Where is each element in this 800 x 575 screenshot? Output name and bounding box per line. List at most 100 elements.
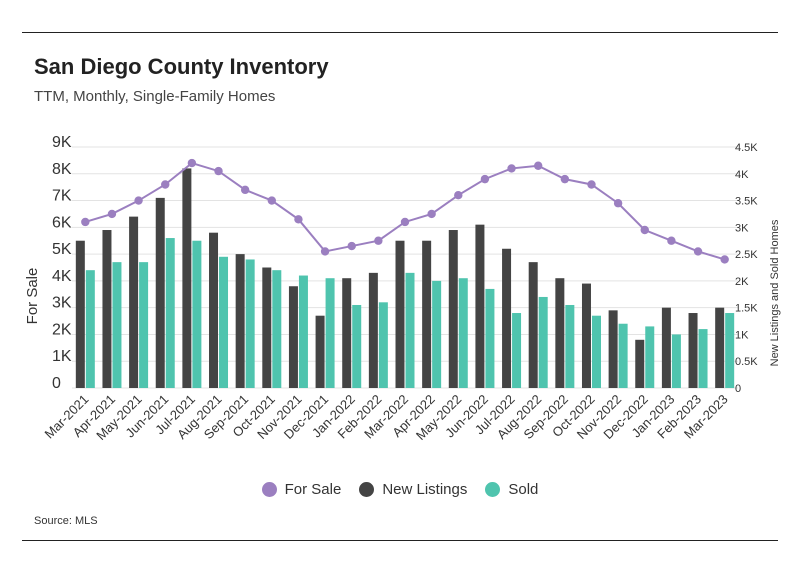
bar-new-listings (315, 315, 325, 388)
source-note: Source: MLS (34, 515, 98, 527)
legend-swatch-sold (485, 482, 501, 497)
bar-sold (432, 280, 442, 388)
for-sale-point (534, 161, 543, 170)
y-tick-label: 2K (52, 321, 72, 338)
bar-new-listings (288, 286, 298, 388)
for-sale-point (613, 199, 623, 208)
y-tick-label: 1K (52, 348, 72, 365)
bar-new-listings (368, 272, 378, 388)
bar-sold (538, 296, 548, 388)
legend: For Sale New Listings Sold (0, 481, 800, 498)
y2-tick-label: 1K (735, 329, 749, 341)
bar-new-listings (715, 307, 725, 388)
top-rule (22, 32, 778, 33)
for-sale-point (693, 247, 703, 256)
for-sale-point (134, 196, 143, 205)
bar-sold (325, 278, 335, 388)
legend-item-for-sale: For Sale (261, 481, 342, 498)
for-sale-point (640, 225, 649, 235)
bar-sold (112, 262, 122, 388)
for-sale-point (507, 164, 516, 173)
bar-new-listings (528, 262, 538, 388)
bar-sold (245, 259, 255, 388)
y2-tick-label: 4K (735, 169, 749, 181)
y-tick-label: 3K (52, 295, 72, 312)
for-sale-point (454, 191, 463, 200)
for-sale-point (480, 174, 490, 184)
bar-sold (725, 313, 735, 388)
bar-new-listings (661, 307, 671, 388)
legend-label-sold: Sold (508, 481, 539, 498)
for-sale-point (720, 255, 729, 264)
bar-sold (591, 315, 601, 388)
bar-sold (139, 262, 149, 388)
for-sale-point (347, 241, 356, 251)
y2-tick-label: 2.5K (735, 249, 758, 261)
y2-tick-label: 4.5K (735, 142, 758, 154)
left-axis-ticks: 0 1K 2K 3K 4K 5K 6K 7K 8K 9K (52, 134, 72, 392)
for-sale-point (587, 180, 596, 189)
for-sale-polyline (85, 161, 725, 261)
bar-new-listings (75, 240, 85, 388)
bar-sold (698, 329, 708, 388)
bar-new-listings (422, 240, 432, 388)
bar-new-listings (502, 248, 512, 388)
y-tick-label: 7K (52, 188, 72, 205)
y-tick-label: 0 (52, 375, 61, 392)
legend-item-sold: Sold (485, 481, 538, 498)
for-sale-point (214, 166, 223, 176)
bar-new-listings (342, 278, 352, 388)
for-sale-line (81, 158, 729, 264)
bar-sold (85, 270, 95, 388)
bar-sold (219, 256, 229, 388)
bars (75, 168, 735, 388)
y2-tick-label: 0 (735, 383, 741, 395)
for-sale-point (294, 215, 303, 224)
y2-tick-label: 1.5K (735, 303, 758, 315)
bar-new-listings (448, 230, 458, 388)
legend-label-for-sale: For Sale (284, 481, 342, 498)
for-sale-point (427, 209, 436, 219)
for-sale-point (187, 158, 197, 168)
for-sale-point (667, 236, 676, 245)
y-tick-label: 6K (52, 214, 72, 231)
legend-label-new-listings: New Listings (382, 481, 468, 498)
bar-sold (272, 270, 282, 388)
bar-sold (618, 323, 628, 388)
bar-sold (405, 272, 415, 388)
bar-sold (512, 313, 522, 388)
bar-new-listings (395, 240, 405, 388)
legend-item-new-listings: New Listings (359, 481, 467, 498)
bar-new-listings (475, 224, 485, 388)
bar-new-listings (129, 216, 139, 388)
y2-tick-label: 2K (735, 276, 749, 288)
legend-swatch-new-listings (359, 482, 375, 497)
for-sale-point (107, 209, 117, 219)
y-tick-label: 4K (52, 268, 72, 285)
for-sale-point (161, 180, 170, 189)
bar-new-listings (581, 283, 591, 388)
bar-sold (645, 326, 655, 388)
for-sale-point (320, 247, 330, 256)
bar-new-listings (235, 254, 245, 388)
bar-new-listings (262, 267, 272, 388)
y-tick-label: 8K (52, 161, 72, 178)
for-sale-point (267, 196, 276, 205)
y2-tick-label: 3K (735, 222, 749, 234)
for-sale-point (81, 217, 90, 227)
y-tick-label: 5K (52, 241, 72, 258)
for-sale-point (400, 217, 410, 227)
bar-new-listings (155, 197, 165, 388)
bar-sold (565, 304, 575, 388)
bar-sold (671, 334, 681, 388)
legend-swatch-for-sale (261, 482, 277, 497)
bar-new-listings (635, 339, 645, 388)
bar-sold (485, 288, 495, 388)
chart-title: San Diego County Inventory (34, 54, 329, 79)
bar-new-listings (182, 168, 192, 388)
chart-subtitle: TTM, Monthly, Single-Family Homes (34, 88, 276, 105)
y-tick-label: 9K (52, 134, 72, 151)
y2-axis-label: New Listings and Sold Homes (769, 219, 781, 366)
bar-new-listings (102, 230, 112, 388)
bar-sold (352, 304, 362, 388)
